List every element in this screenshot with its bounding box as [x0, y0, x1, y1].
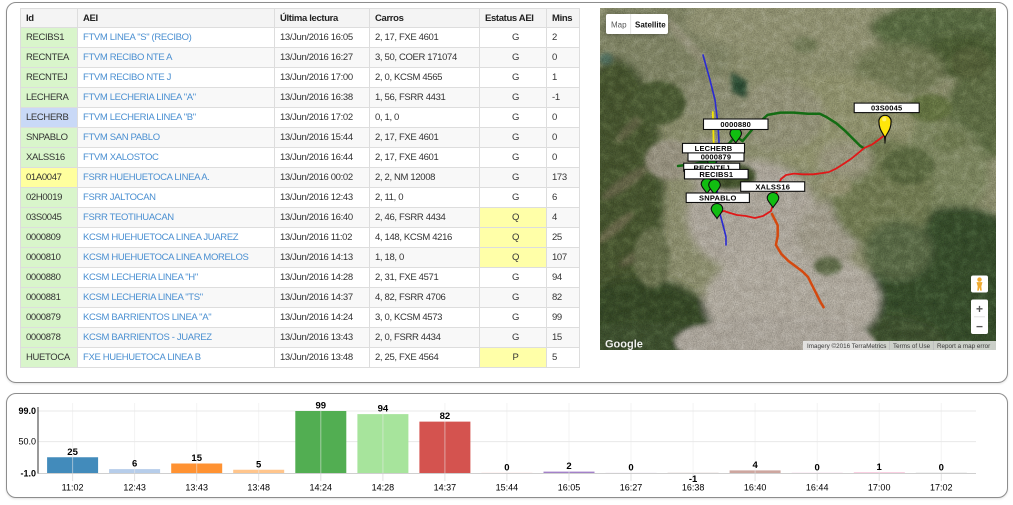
- svg-text:15: 15: [191, 453, 202, 464]
- svg-text:16:27: 16:27: [620, 483, 643, 493]
- svg-text:RECNTEJ: RECNTEJ: [693, 163, 729, 172]
- svg-text:82: 82: [440, 411, 451, 422]
- svg-text:99: 99: [316, 401, 327, 412]
- svg-text:Terms of Use: Terms of Use: [893, 343, 931, 350]
- svg-text:-1: -1: [689, 474, 698, 485]
- svg-text:16:38: 16:38: [682, 483, 705, 493]
- svg-text:99.0: 99.0: [18, 406, 36, 416]
- svg-text:12:43: 12:43: [123, 483, 146, 493]
- svg-text:11:02: 11:02: [62, 483, 84, 493]
- svg-text:94: 94: [378, 404, 389, 415]
- svg-text:15:44: 15:44: [496, 483, 519, 493]
- svg-text:Google: Google: [605, 339, 643, 351]
- svg-text:4: 4: [752, 460, 758, 471]
- svg-text:−: −: [976, 319, 983, 333]
- svg-text:17:00: 17:00: [868, 483, 891, 493]
- svg-text:Map: Map: [611, 21, 627, 30]
- svg-text:Satellite: Satellite: [635, 21, 666, 30]
- svg-text:XALSS16: XALSS16: [755, 182, 790, 191]
- svg-text:6: 6: [132, 459, 137, 470]
- svg-text:0: 0: [628, 462, 633, 473]
- svg-text:14:37: 14:37: [434, 483, 457, 493]
- svg-text:-1.0: -1.0: [20, 469, 36, 479]
- svg-text:1: 1: [877, 462, 883, 473]
- svg-text:13:43: 13:43: [185, 483, 208, 493]
- svg-text:0000879: 0000879: [701, 152, 732, 161]
- svg-text:0: 0: [939, 462, 944, 473]
- svg-text:16:05: 16:05: [558, 483, 581, 493]
- svg-text:2: 2: [566, 461, 571, 472]
- svg-text:SNPABLO: SNPABLO: [699, 194, 737, 203]
- svg-text:RECIBS1: RECIBS1: [699, 170, 733, 179]
- svg-text:+: +: [976, 302, 983, 316]
- svg-text:LECHERB: LECHERB: [695, 144, 733, 153]
- svg-text:03S0045: 03S0045: [871, 104, 902, 113]
- svg-text:Imagery ©2016 TerraMetrics: Imagery ©2016 TerraMetrics: [807, 342, 886, 350]
- svg-text:17:02: 17:02: [930, 483, 953, 493]
- svg-text:13:48: 13:48: [247, 483, 270, 493]
- svg-text:14:24: 14:24: [310, 483, 333, 493]
- svg-text:0: 0: [504, 462, 509, 473]
- svg-text:16:40: 16:40: [744, 483, 767, 493]
- svg-text:50.0: 50.0: [18, 437, 36, 447]
- svg-text:5: 5: [256, 459, 262, 470]
- svg-text:16:44: 16:44: [806, 483, 829, 493]
- svg-text:0: 0: [815, 462, 820, 473]
- svg-text:0000880: 0000880: [720, 120, 751, 129]
- svg-text:Report a map error: Report a map error: [937, 343, 990, 350]
- svg-text:14:28: 14:28: [372, 483, 395, 493]
- svg-text:25: 25: [67, 447, 78, 458]
